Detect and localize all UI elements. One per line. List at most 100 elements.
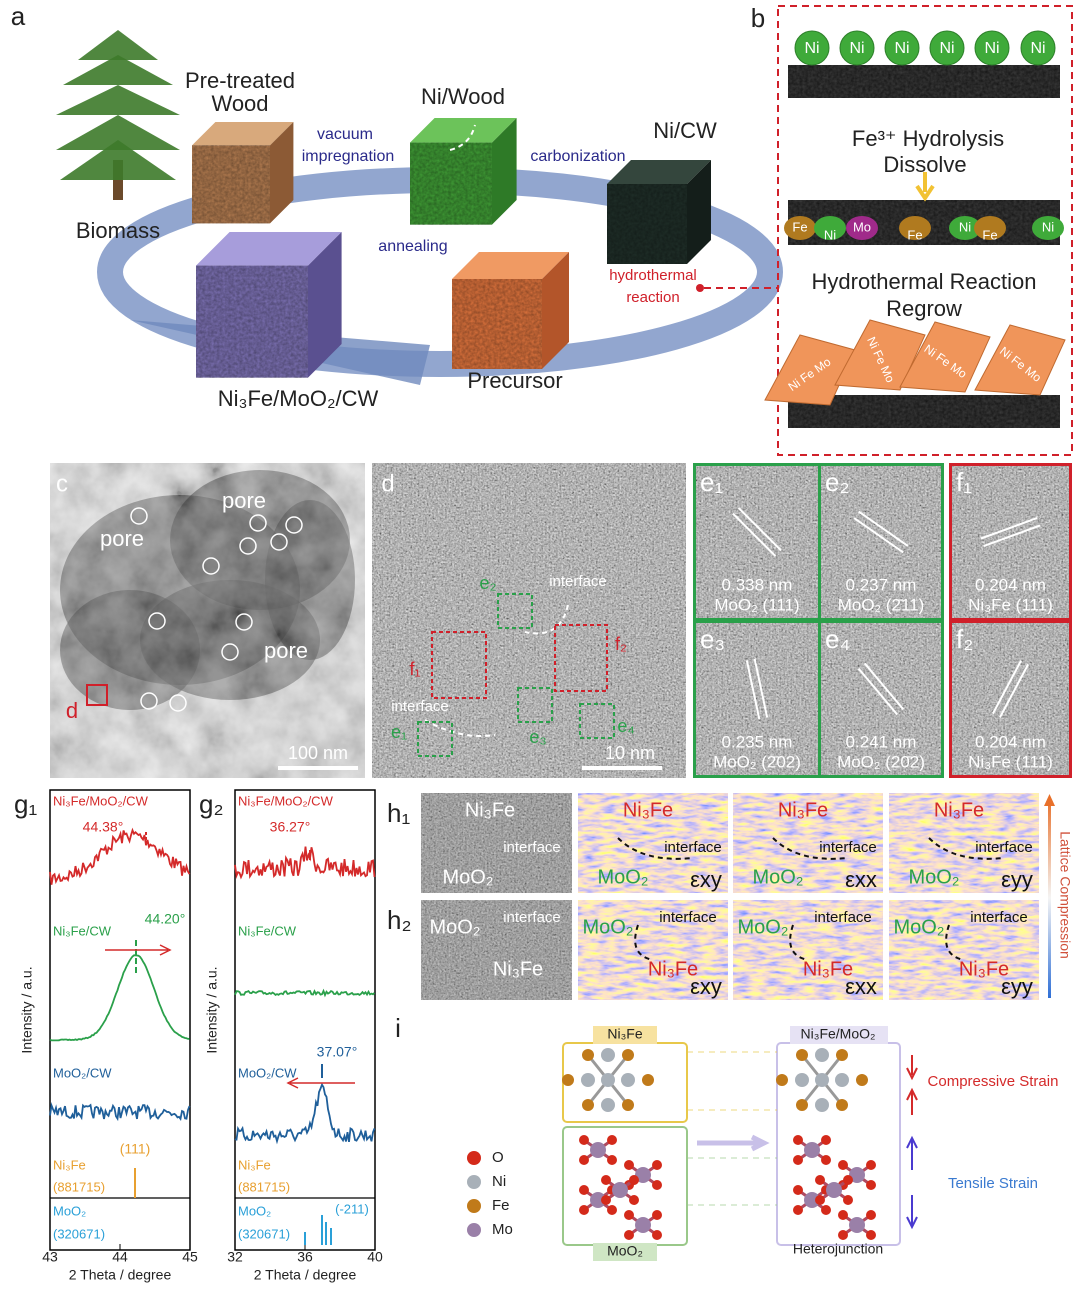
atom-o [838, 1230, 848, 1240]
label: 0.338 nm [722, 575, 793, 594]
atom-ni [815, 1048, 829, 1062]
inset-box [497, 593, 533, 629]
product-cube-top [196, 232, 342, 266]
label: f₂ [615, 634, 627, 654]
lattice-fringe [753, 658, 769, 718]
panel-label: h₁ [387, 798, 410, 828]
pore-marker [235, 613, 253, 631]
interface-line [617, 837, 694, 860]
atom-o [624, 1210, 634, 1220]
atom-o [601, 1175, 611, 1185]
atom-o [579, 1185, 589, 1195]
label: MoO₂ [238, 1203, 271, 1218]
label: Ni [959, 219, 971, 234]
label: MoO₂ [737, 916, 788, 938]
legend-atom [467, 1151, 481, 1165]
label: Ni [824, 227, 836, 242]
atom-fe [582, 1049, 594, 1061]
label: Ni₃Fe [493, 958, 543, 980]
inset-box [517, 687, 553, 723]
panel-label: b [751, 3, 765, 33]
label: interface [819, 839, 877, 856]
legend-entry: O [492, 1149, 504, 1166]
label: Ni₃Fe [959, 958, 1009, 980]
label: Ni₃Fe/MoO₂/CW [53, 793, 149, 808]
label: pore [222, 488, 266, 513]
label: Ni [804, 40, 819, 57]
label: 44.20° [145, 911, 186, 927]
label: Ni₃Fe [53, 1157, 86, 1172]
legend-atom [467, 1223, 481, 1237]
label: e₂ [480, 573, 497, 593]
panel-label: e₁ [700, 467, 723, 497]
atom-mo [612, 1182, 628, 1198]
shift-arrow [105, 944, 172, 956]
lattice-fringe [853, 517, 904, 554]
tree-foliage [78, 30, 158, 60]
atom-mo [849, 1167, 865, 1183]
atom-o [793, 1135, 803, 1145]
ion-blob [974, 216, 1006, 240]
label: interface [503, 839, 561, 856]
label: MoO₂ [893, 916, 944, 938]
label: Compressive Strain [928, 1073, 1059, 1090]
atom-o [866, 1180, 876, 1190]
label: Hydrothermal Reaction [812, 269, 1037, 294]
pore-marker [202, 557, 220, 575]
panel-label: g₁ [14, 789, 37, 819]
atom-o [821, 1155, 831, 1165]
atom-fe [622, 1099, 634, 1111]
label: Fe [792, 219, 807, 234]
label: (111) [120, 1141, 151, 1157]
atom-mo [804, 1192, 820, 1208]
lattice-fringe [864, 662, 905, 711]
label: MoO₂ [429, 916, 480, 938]
label: Ni [894, 40, 909, 57]
label: MoO₂ [53, 1203, 86, 1218]
strain-arrow [906, 1055, 918, 1081]
interface-line [449, 124, 476, 151]
panel-label: e₃ [700, 624, 725, 654]
atom-ni [815, 1098, 829, 1112]
label: 0.204 nm [975, 575, 1046, 594]
label: Ni [1042, 219, 1054, 234]
interface-line [928, 837, 1005, 860]
atom-o [652, 1160, 662, 1170]
atom-o [793, 1155, 803, 1165]
pretreated-wood-side [270, 122, 294, 224]
atom-mo [804, 1142, 820, 1158]
label: Ni₃Fe [465, 799, 515, 821]
precursor-cube-side [542, 252, 569, 369]
atom-mo [635, 1167, 651, 1183]
label: interface [664, 839, 722, 856]
ni-cw-top [607, 160, 711, 184]
strain-texture [733, 793, 883, 893]
atom-o [866, 1230, 876, 1240]
lattice-texture [821, 623, 941, 775]
interface-line [772, 837, 849, 860]
interface-line [449, 44, 526, 58]
label: Tensile Strain [948, 1175, 1038, 1192]
legend-entry: Ni [492, 1173, 506, 1190]
panel-label: f₁ [956, 467, 972, 497]
atom-ni [815, 1073, 829, 1087]
lattice-texture [696, 623, 818, 775]
atom-o [652, 1180, 662, 1190]
interface-line [524, 604, 569, 635]
label: εyy [1001, 867, 1033, 892]
atom-o [624, 1160, 634, 1170]
label: Ni₃Fe (111) [968, 752, 1053, 771]
label: (881715) [238, 1179, 290, 1194]
xrd-trace [49, 827, 191, 885]
strain-texture [733, 900, 883, 1000]
tag [593, 1243, 657, 1261]
label: Ni₃Fe [778, 799, 828, 821]
legend-atom [467, 1175, 481, 1189]
x-tick-label: 44 [112, 1249, 128, 1265]
legend-entry: Mo [492, 1221, 513, 1238]
colorbar [1048, 798, 1051, 998]
x-tick-label: 45 [182, 1249, 198, 1265]
label: Precursor [467, 368, 562, 393]
pretreated-wood-texture [192, 145, 270, 224]
